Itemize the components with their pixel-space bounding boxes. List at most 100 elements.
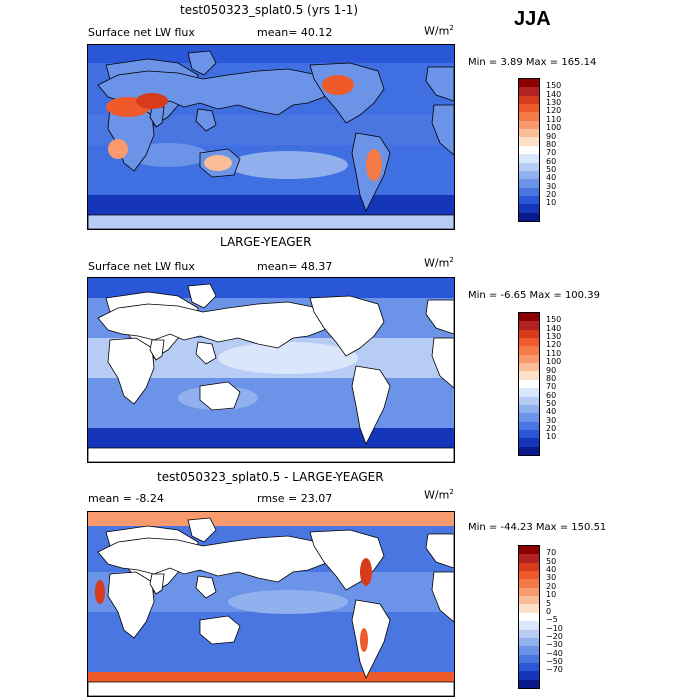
colorbar-tick-label: 90 bbox=[546, 365, 557, 375]
colorbar-swatch bbox=[519, 587, 539, 597]
panel-3-units-exp: 2 bbox=[449, 488, 454, 496]
land-seasia bbox=[195, 341, 217, 365]
colorbar-tick-label: 110 bbox=[546, 114, 562, 124]
colorbar-tick-label: 100 bbox=[546, 123, 562, 133]
land-europeRight bbox=[425, 533, 454, 569]
colorbar-swatch bbox=[519, 129, 539, 138]
colorbar-swatch bbox=[519, 145, 539, 155]
land-africaRight bbox=[431, 337, 454, 389]
colorbar-swatch bbox=[519, 338, 539, 347]
panel-3-mean: mean = -8.24 bbox=[88, 492, 164, 505]
colorbar-tick-label: 140 bbox=[546, 89, 562, 99]
colorbar-tick-label: −70 bbox=[546, 665, 563, 675]
colorbar-tick-label: −30 bbox=[546, 640, 563, 650]
land-australia bbox=[199, 381, 241, 411]
colorbar-tick-label: 30 bbox=[546, 573, 557, 583]
colorbar-swatch bbox=[519, 187, 539, 197]
panel-2-units: W/m2 bbox=[424, 256, 454, 270]
panel-1-units-base: W/m bbox=[424, 24, 450, 38]
land-seasia bbox=[195, 108, 217, 132]
colorbar-swatch bbox=[519, 329, 539, 339]
colorbar-swatch bbox=[519, 195, 539, 205]
land-antarctica bbox=[88, 681, 454, 696]
colorbar-swatch bbox=[519, 604, 539, 614]
panel-2-stat-value: 48.37 bbox=[300, 260, 333, 273]
panel-2-title: LARGE-YEAGER bbox=[220, 235, 312, 249]
colorbar-swatch bbox=[519, 579, 539, 589]
colorbar-swatch bbox=[519, 170, 539, 180]
colorbar-swatch bbox=[519, 562, 539, 572]
colorbar-swatch bbox=[519, 346, 539, 356]
colorbar-swatch bbox=[519, 154, 539, 163]
colorbar-swatch bbox=[519, 596, 539, 605]
land-europeRight bbox=[425, 66, 454, 102]
colorbar-tick-label: 10 bbox=[546, 590, 557, 600]
panel-2-map bbox=[87, 277, 455, 463]
field-region bbox=[228, 151, 348, 179]
colorbar-tick-label: 70 bbox=[546, 548, 557, 558]
colorbar-swatch bbox=[519, 313, 539, 322]
arctic-band bbox=[88, 278, 454, 298]
colorbar-swatch bbox=[519, 354, 539, 364]
land-antarctica bbox=[88, 447, 454, 462]
field-region bbox=[228, 590, 348, 614]
colorbar-swatch bbox=[519, 621, 539, 630]
colorbar-tick-label: 20 bbox=[546, 581, 557, 591]
colorbar-tick-label: −10 bbox=[546, 623, 563, 633]
panel-2-variable: Surface net LW flux bbox=[88, 260, 195, 273]
anomaly-region bbox=[360, 628, 368, 652]
panel-3-minmax: Min = -44.23 Max = 150.51 bbox=[468, 522, 607, 533]
colorbar-tick-label: 110 bbox=[546, 348, 562, 358]
colorbar-tick-label: 0 bbox=[546, 606, 552, 616]
southern-ocean-band bbox=[88, 672, 454, 684]
colorbar-tick-label: 50 bbox=[546, 556, 557, 566]
colorbar-tick-label: 130 bbox=[546, 332, 562, 342]
colorbar-swatch bbox=[519, 104, 539, 113]
panel-2-minmax: Min = -6.65 Max = 100.39 bbox=[468, 290, 600, 301]
colorbar-swatch bbox=[519, 137, 539, 147]
land-southAmerica bbox=[351, 599, 391, 679]
panel-2-units-base: W/m bbox=[424, 256, 450, 270]
colorbar-swatch bbox=[519, 646, 539, 655]
colorbar-swatch bbox=[519, 212, 539, 222]
colorbar-swatch bbox=[519, 79, 539, 88]
panel-1-colorbar bbox=[518, 78, 540, 222]
colorbar-tick-label: 30 bbox=[546, 415, 557, 425]
land-namerRight bbox=[309, 295, 385, 357]
colorbar-swatch bbox=[519, 421, 539, 431]
colorbar-tick-label: 60 bbox=[546, 156, 557, 166]
colorbar-swatch bbox=[519, 120, 539, 130]
colorbar-swatch bbox=[519, 388, 539, 397]
colorbar-swatch bbox=[519, 87, 539, 96]
colorbar-tick-label: −40 bbox=[546, 648, 563, 658]
colorbar-tick-label: 70 bbox=[546, 148, 557, 158]
colorbar-swatch bbox=[519, 438, 539, 447]
panel-1-minmax: Min = 3.89 Max = 165.14 bbox=[468, 57, 597, 68]
panel-2-units-exp: 2 bbox=[449, 256, 454, 264]
colorbar-tick-label: 150 bbox=[546, 315, 562, 325]
arctic-band bbox=[88, 45, 454, 63]
field-region bbox=[218, 342, 358, 374]
panel-3-colorbar bbox=[518, 545, 540, 689]
colorbar-tick-label: −50 bbox=[546, 656, 563, 666]
colorbar-tick-label: 120 bbox=[546, 106, 562, 116]
southern-ocean-band bbox=[88, 428, 454, 448]
colorbar-swatch bbox=[519, 654, 539, 664]
colorbar-tick-label: 80 bbox=[546, 139, 557, 149]
land-africaRight bbox=[431, 571, 454, 623]
land-india bbox=[149, 339, 165, 361]
colorbar-tick-label: 60 bbox=[546, 390, 557, 400]
colorbar-tick-label: −20 bbox=[546, 631, 563, 641]
colorbar-tick-label: 20 bbox=[546, 189, 557, 199]
anomaly-region bbox=[360, 558, 372, 586]
colorbar-swatch bbox=[519, 179, 539, 188]
hot-region bbox=[366, 149, 382, 181]
hot-region bbox=[322, 75, 354, 95]
land-southAmerica bbox=[351, 365, 391, 445]
panel-3-stat: rmse = 23.07 bbox=[257, 492, 332, 505]
land-australia bbox=[199, 615, 241, 645]
colorbar-tick-label: 20 bbox=[546, 423, 557, 433]
colorbar-tick-label: 130 bbox=[546, 98, 562, 108]
panel-1-stat-value: 40.12 bbox=[300, 26, 333, 39]
colorbar-swatch bbox=[519, 662, 539, 672]
